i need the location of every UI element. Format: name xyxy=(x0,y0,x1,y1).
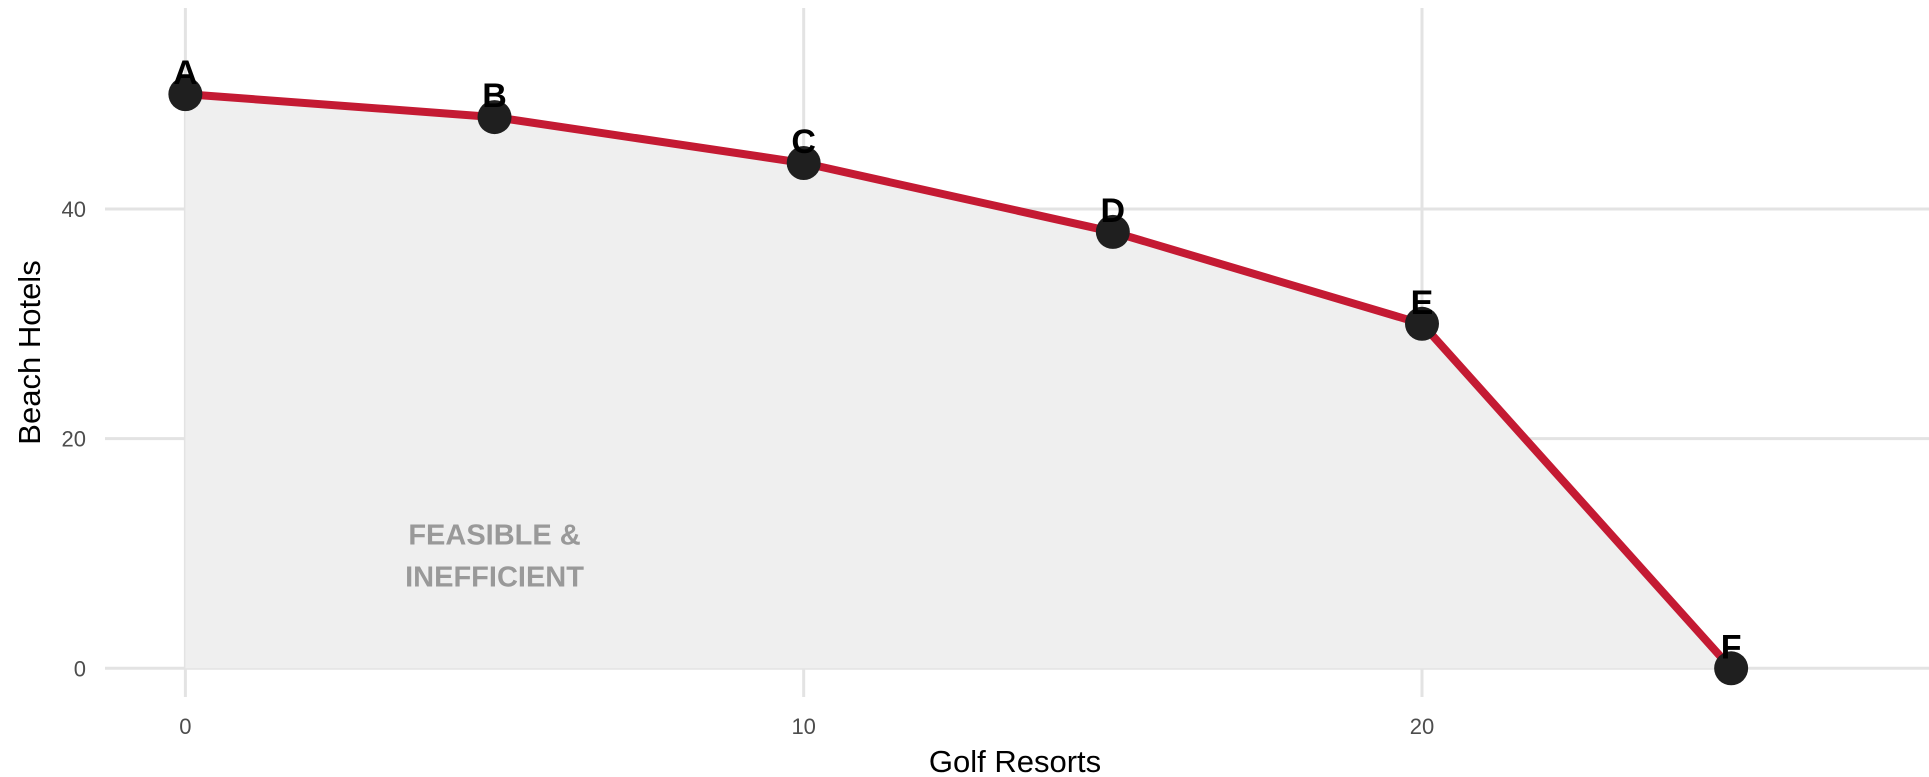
data-point-b xyxy=(477,100,512,135)
frontier-line xyxy=(185,90,1735,671)
point-label-c: C xyxy=(791,123,816,161)
point-label-d: D xyxy=(1101,192,1126,230)
x-axis-title: Golf Resorts xyxy=(929,744,1101,777)
point-label-a: A xyxy=(173,54,198,92)
region-label-line-2: INEFFICIENT xyxy=(405,561,584,593)
point-labels: A B C D E F xyxy=(173,54,1741,666)
point-label-b: B xyxy=(482,77,507,115)
data-point-f xyxy=(1714,651,1749,686)
y-tick-label: 0 xyxy=(74,656,86,681)
y-tick-label: 20 xyxy=(62,427,86,452)
region-annotation: FEASIBLE & INEFFICIENT xyxy=(405,519,584,593)
data-points xyxy=(168,77,1749,686)
data-point-e xyxy=(1404,306,1439,341)
data-point-a xyxy=(168,77,203,112)
x-tick-label: 10 xyxy=(791,714,815,739)
x-tick-label: 20 xyxy=(1410,714,1434,739)
data-point-c xyxy=(786,146,821,181)
y-axis-title: Beach Hotels xyxy=(12,260,47,444)
y-tick-labels: 0 20 40 xyxy=(62,197,86,681)
y-tick-label: 40 xyxy=(62,197,86,222)
x-tick-label: 0 xyxy=(179,714,191,739)
region-label-line-1: FEASIBLE & xyxy=(408,519,580,551)
data-point-d xyxy=(1095,214,1130,249)
point-label-f: F xyxy=(1721,628,1742,666)
point-label-e: E xyxy=(1411,284,1434,322)
x-tick-labels: 0 10 20 xyxy=(179,714,1434,739)
feasible-region-area xyxy=(185,94,1732,669)
